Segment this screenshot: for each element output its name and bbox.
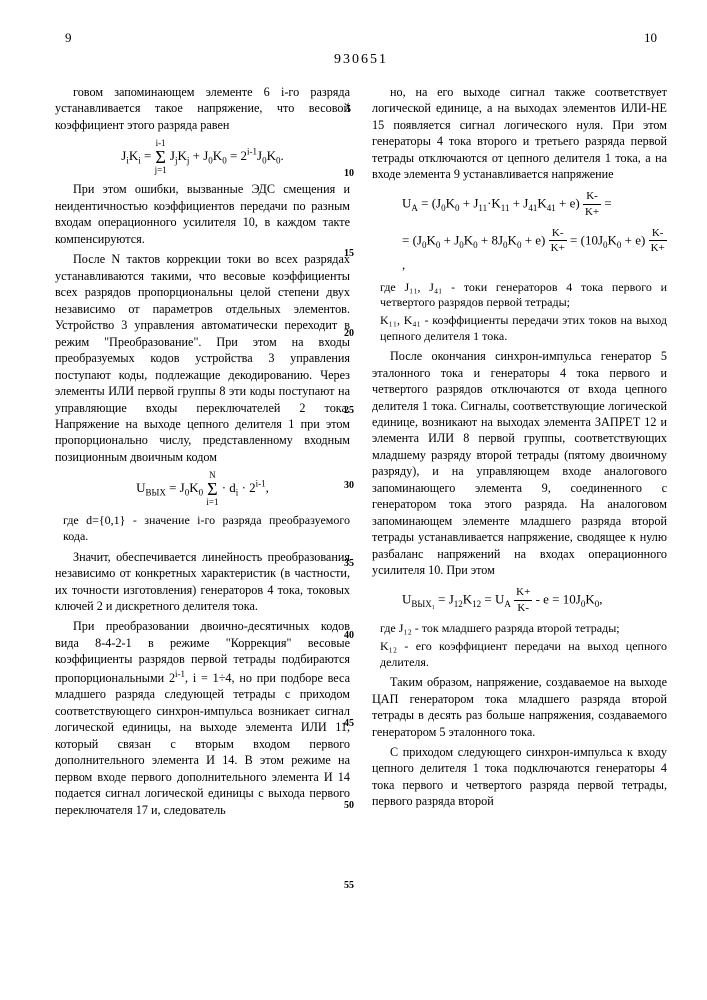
header: 9 10: [55, 30, 667, 46]
columns: говом запоминающем элементе 6 i-го разря…: [55, 80, 667, 822]
where-clause: K₁₁, K₄₁ - коэффициенты передачи этих то…: [372, 313, 667, 344]
formula: = (J0K0 + J0K0 + 8J0K0 + e) K-K+ = (10J0…: [372, 226, 667, 274]
where-clause: где J₁₂ - ток младшего разряда второй те…: [372, 621, 667, 637]
formula: UA = (J0K0 + J11·K11 + J41K41 + e) K-K+ …: [372, 189, 667, 220]
paragraph: Значит, обеспечивается линейность преобр…: [55, 549, 350, 615]
doc-number: 930651: [55, 52, 667, 68]
page: 9 10 930651 5 10 15 20 25 30 35 40 45 50…: [0, 0, 707, 1000]
paragraph: После N тактов коррекции токи во всех ра…: [55, 251, 350, 465]
page-num-right: 10: [644, 30, 657, 46]
right-column: но, на его выходе сигнал также соответст…: [372, 80, 667, 822]
paragraph: После окончания синхрон-импульса генерат…: [372, 348, 667, 579]
where-clause: где J₁₁, J₄₁ - токи генераторов 4 тока п…: [372, 280, 667, 311]
formula: JiKi = i-1Σj=1 JjKj + J0K0 = 2i-1J0K0.: [55, 139, 350, 175]
formula: UВЫХ = J0K0 NΣi=1 · di · 2i-1,: [55, 471, 350, 507]
where-clause: где d={0,1} - значение i-го разряда прео…: [55, 513, 350, 544]
paragraph: говом запоминающем элементе 6 i-го разря…: [55, 84, 350, 133]
formula: UВЫХ₁ = J12K12 = UA K+K- - e = 10J0K0,: [372, 585, 667, 616]
paragraph: При этом ошибки, вызванные ЭДС смещения …: [55, 181, 350, 247]
paragraph: Таким образом, напряжение, создаваемое н…: [372, 674, 667, 740]
paragraph: С приходом следующего синхрон-импульса к…: [372, 744, 667, 810]
line-marker: 55: [344, 880, 354, 891]
left-column: говом запоминающем элементе 6 i-го разря…: [55, 80, 350, 822]
where-clause: K₁₂ - его коэффициент передачи на выход …: [372, 639, 667, 670]
paragraph: но, на его выходе сигнал также соответст…: [372, 84, 667, 183]
paragraph: При преобразовании двоично-десятичных ко…: [55, 618, 350, 818]
page-num-left: 9: [65, 30, 72, 46]
